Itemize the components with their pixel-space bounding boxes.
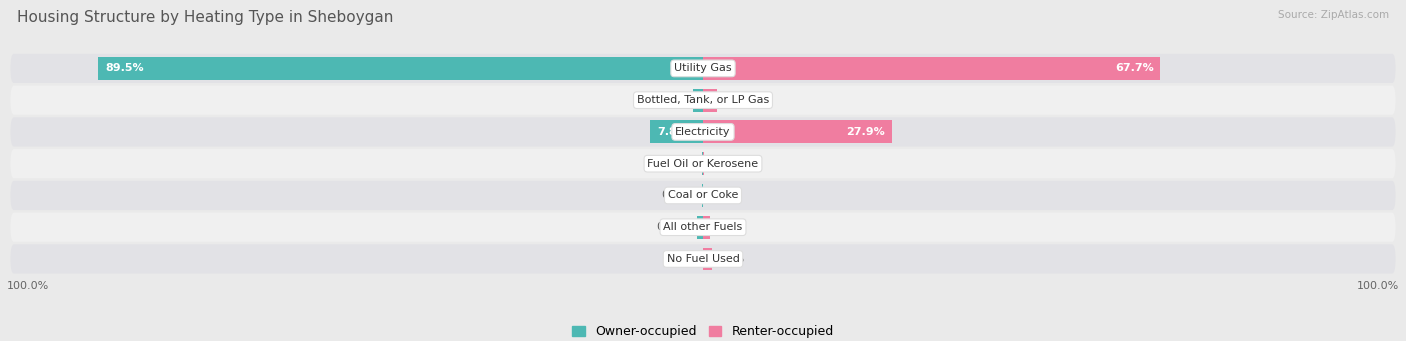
Bar bbox=[697, 216, 703, 239]
Text: Coal or Coke: Coal or Coke bbox=[668, 190, 738, 201]
Text: 89.5%: 89.5% bbox=[105, 63, 143, 73]
Text: 1.5%: 1.5% bbox=[659, 95, 688, 105]
Text: 7.8%: 7.8% bbox=[657, 127, 688, 137]
FancyBboxPatch shape bbox=[10, 181, 1396, 210]
Text: Fuel Oil or Kerosene: Fuel Oil or Kerosene bbox=[647, 159, 759, 169]
Text: 2.0%: 2.0% bbox=[721, 95, 751, 105]
Bar bbox=[98, 57, 703, 80]
FancyBboxPatch shape bbox=[10, 149, 1396, 178]
Bar bbox=[703, 248, 711, 270]
Text: 0.08%: 0.08% bbox=[662, 190, 697, 201]
FancyBboxPatch shape bbox=[10, 212, 1396, 242]
FancyBboxPatch shape bbox=[10, 117, 1396, 147]
Text: 27.9%: 27.9% bbox=[846, 127, 884, 137]
Text: 0.2%: 0.2% bbox=[668, 159, 696, 169]
Legend: Owner-occupied, Renter-occupied: Owner-occupied, Renter-occupied bbox=[572, 325, 834, 338]
Bar bbox=[703, 57, 1160, 80]
FancyBboxPatch shape bbox=[10, 54, 1396, 83]
Bar bbox=[693, 89, 703, 112]
Text: 0.0%: 0.0% bbox=[709, 190, 737, 201]
Text: 1.1%: 1.1% bbox=[716, 222, 744, 232]
Text: No Fuel Used: No Fuel Used bbox=[666, 254, 740, 264]
Text: 0.91%: 0.91% bbox=[657, 222, 692, 232]
Text: Source: ZipAtlas.com: Source: ZipAtlas.com bbox=[1278, 10, 1389, 20]
Text: 100.0%: 100.0% bbox=[7, 281, 49, 291]
FancyBboxPatch shape bbox=[10, 244, 1396, 273]
Text: Bottled, Tank, or LP Gas: Bottled, Tank, or LP Gas bbox=[637, 95, 769, 105]
Bar bbox=[703, 120, 891, 143]
Bar bbox=[651, 120, 703, 143]
Text: 1.3%: 1.3% bbox=[717, 254, 745, 264]
Text: Electricity: Electricity bbox=[675, 127, 731, 137]
Text: 100.0%: 100.0% bbox=[1357, 281, 1399, 291]
Bar bbox=[703, 89, 717, 112]
FancyBboxPatch shape bbox=[10, 86, 1396, 115]
Text: Utility Gas: Utility Gas bbox=[675, 63, 731, 73]
Text: Housing Structure by Heating Type in Sheboygan: Housing Structure by Heating Type in She… bbox=[17, 10, 394, 25]
Text: All other Fuels: All other Fuels bbox=[664, 222, 742, 232]
Text: 0.12%: 0.12% bbox=[709, 159, 745, 169]
Text: 0.05%: 0.05% bbox=[662, 254, 697, 264]
Bar bbox=[703, 216, 710, 239]
Text: 67.7%: 67.7% bbox=[1115, 63, 1154, 73]
